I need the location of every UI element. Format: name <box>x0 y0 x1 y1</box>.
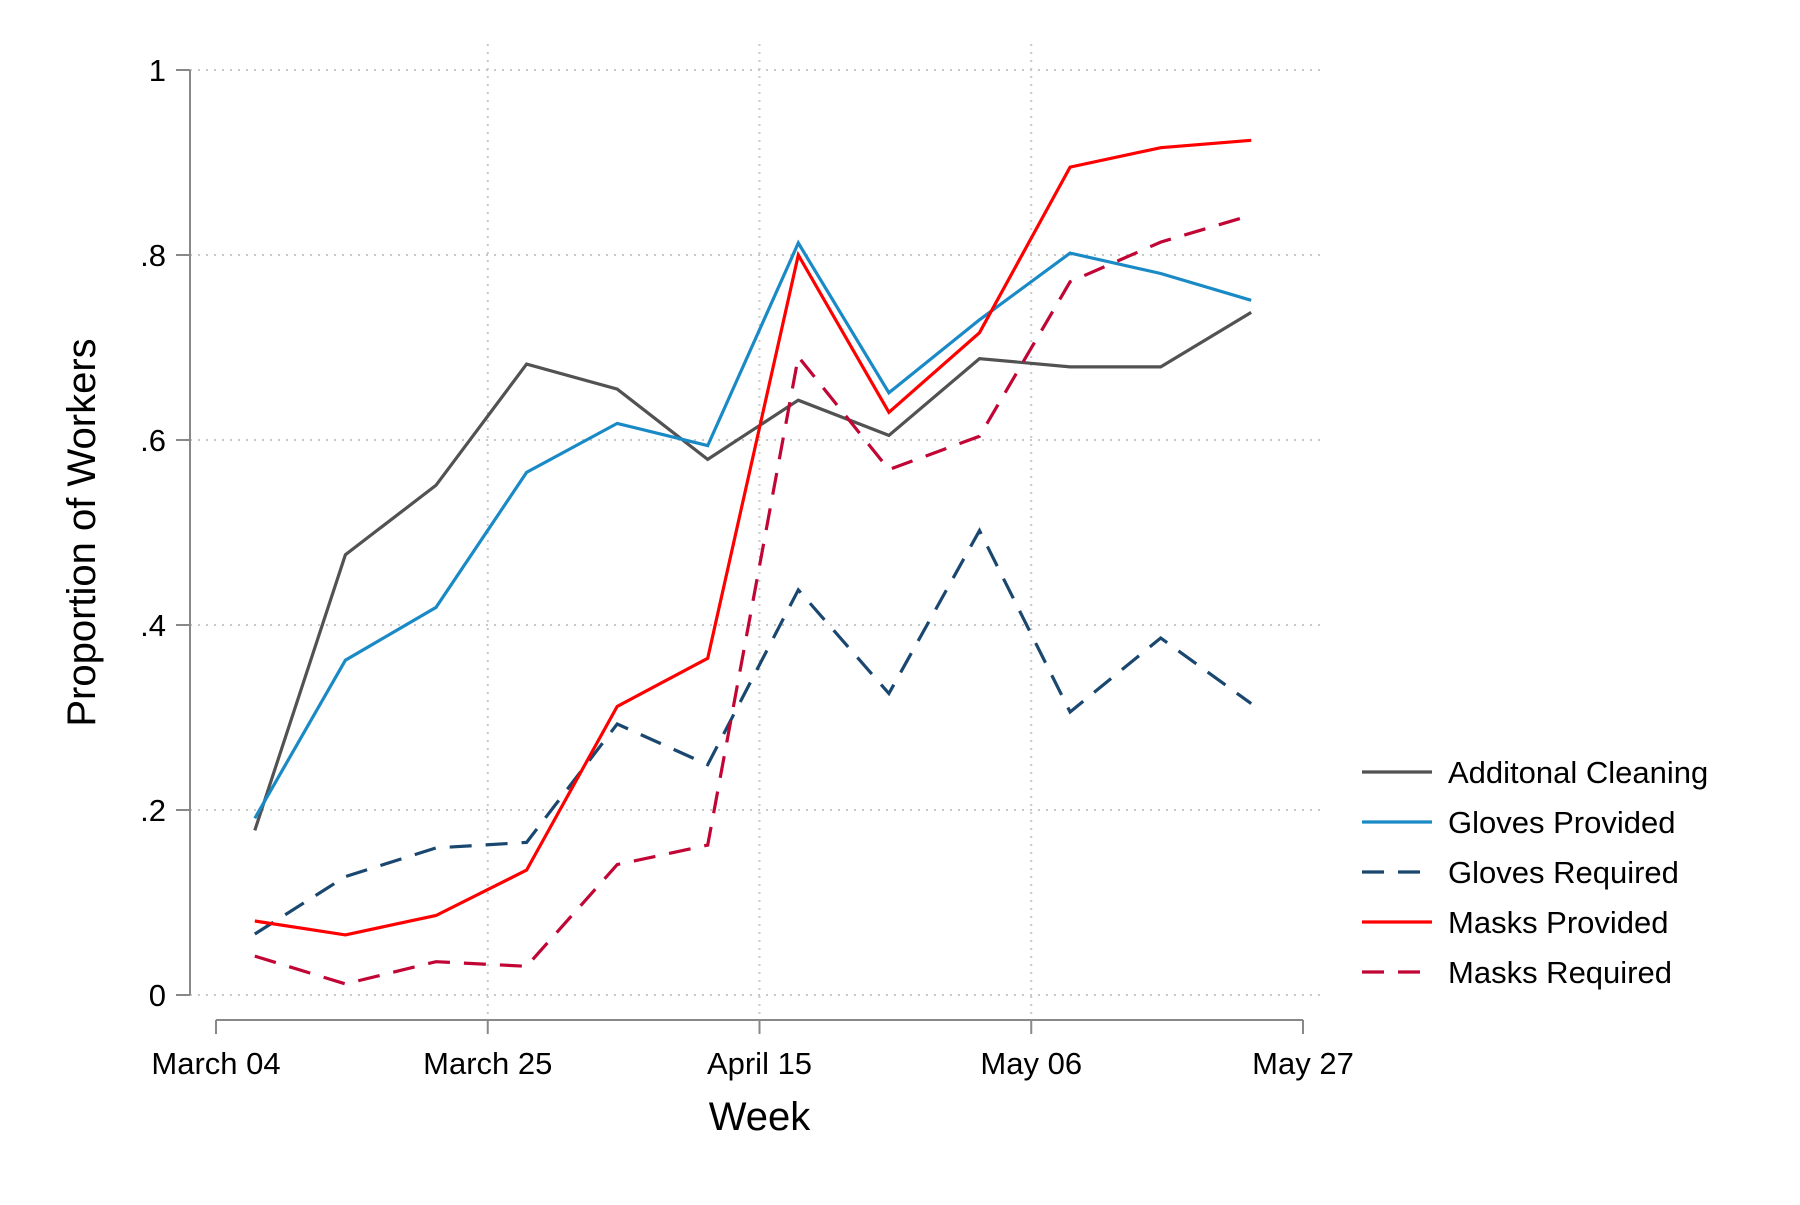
legend-label: Masks Provided <box>1448 905 1669 940</box>
series-lines <box>253 138 1253 986</box>
gridlines <box>176 44 1322 1034</box>
series-line-gloves-provided <box>253 239 1252 820</box>
legend-label: Gloves Required <box>1448 855 1679 890</box>
y-axis-title: Proportion of Workers <box>60 338 104 726</box>
legend-label: Masks Required <box>1448 955 1672 990</box>
y-tick-label: .4 <box>140 608 166 643</box>
legend-label: Additonal Cleaning <box>1448 755 1708 790</box>
y-tick-label: .2 <box>140 793 166 828</box>
y-tick-label: .6 <box>140 423 166 458</box>
tick-labels: 0 .2 .4 .6 .8 1 March 04 March 25 April 15 May 06… <box>140 53 1354 1081</box>
y-tick-label: 1 <box>149 53 166 88</box>
series-line-gloves-required <box>253 527 1253 936</box>
y-tick-label: 0 <box>149 978 166 1013</box>
x-tick-label: March 25 <box>423 1046 552 1081</box>
x-tick-label: May 27 <box>1252 1046 1354 1081</box>
series-line-masks-provided <box>254 138 1252 937</box>
y-tick-label: .8 <box>140 238 166 273</box>
x-axis-title: Week <box>709 1095 812 1139</box>
series-line-masks-required <box>254 213 1252 986</box>
x-tick-label: March 04 <box>151 1046 280 1081</box>
series-line-additonal-cleaning <box>253 311 1253 831</box>
x-tick-label: April 15 <box>707 1046 812 1081</box>
x-tick-label: May 06 <box>980 1046 1082 1081</box>
legend: Additonal Cleaning Gloves Provided Gloves … <box>1362 755 1708 990</box>
axes <box>189 70 1303 1021</box>
legend-label: Gloves Provided <box>1448 805 1675 840</box>
